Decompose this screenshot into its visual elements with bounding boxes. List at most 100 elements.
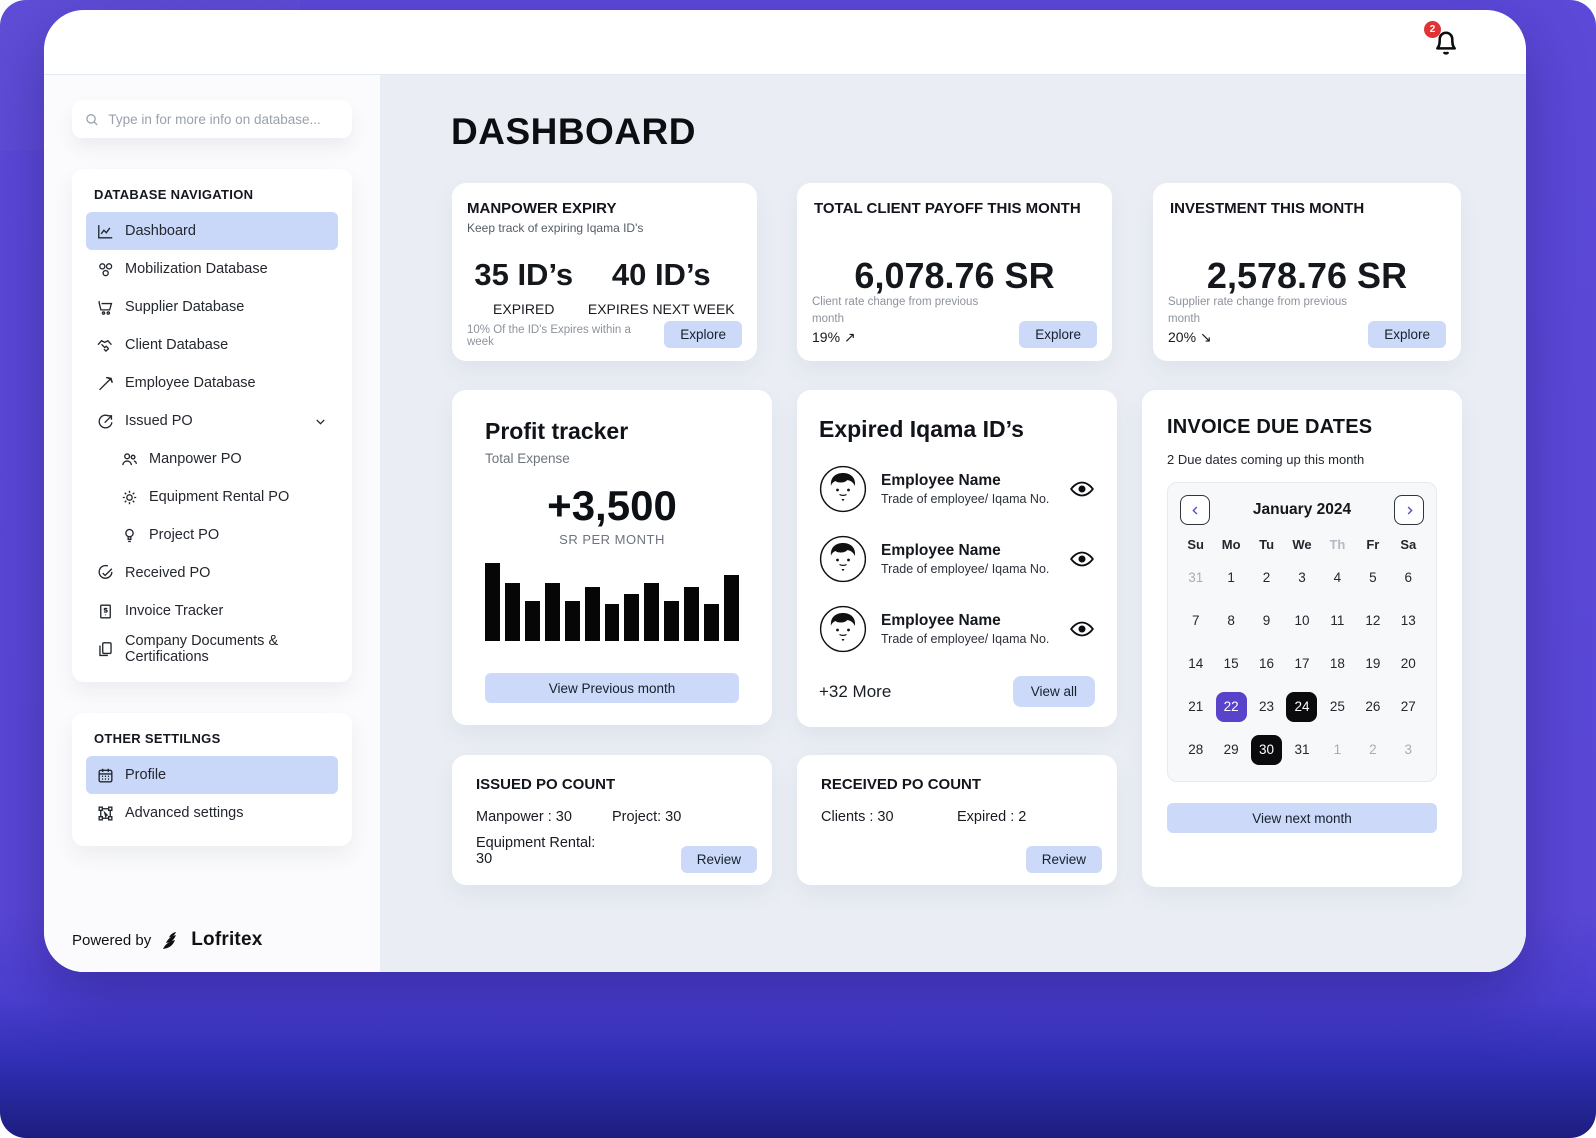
sidebar-item-mobilization-database[interactable]: Mobilization Database — [86, 250, 338, 288]
sidebar-item-equipment-rental-po[interactable]: Equipment Rental PO — [86, 478, 338, 516]
sidebar-item-company-documents[interactable]: Company Documents & Certifications — [86, 630, 338, 668]
employee-detail: Trade of employee/ Iqama No. — [881, 562, 1050, 576]
calendar-day[interactable]: 16 — [1259, 656, 1275, 671]
calendar-day[interactable]: 9 — [1262, 613, 1271, 628]
invoice-due-dates-card: INVOICE DUE DATES 2 Due dates coming up … — [1142, 390, 1462, 887]
sidebar-item-issued-po[interactable]: Issued PO — [86, 402, 338, 440]
calendar-next-button[interactable] — [1394, 495, 1424, 525]
calendar-day[interactable]: 6 — [1404, 570, 1413, 585]
calendar-day[interactable]: 13 — [1400, 613, 1416, 628]
manpower-expiry-card: MANPOWER EXPIRY Keep track of expiring I… — [452, 183, 757, 361]
calendar-weekday: Su — [1187, 537, 1205, 552]
calendar-day[interactable]: 19 — [1365, 656, 1381, 671]
calendar-day[interactable]: 25 — [1329, 699, 1345, 714]
calendar-day[interactable]: 28 — [1188, 742, 1204, 757]
view-next-month-button[interactable]: View next month — [1167, 803, 1437, 833]
explore-button[interactable]: Explore — [1019, 321, 1097, 348]
calendar-prev-button[interactable] — [1180, 495, 1210, 525]
calendar-day[interactable]: 11 — [1330, 613, 1345, 628]
avatar — [819, 465, 867, 513]
rate-note: Client rate change from previous month 1… — [812, 295, 979, 346]
calendar-day[interactable]: 27 — [1400, 699, 1416, 714]
payoff-amount: 6,078.76 SR — [854, 255, 1055, 296]
sidebar-item-project-po[interactable]: Project PO — [86, 516, 338, 554]
calendar-day[interactable]: 14 — [1188, 656, 1204, 671]
review-button[interactable]: Review — [680, 846, 757, 873]
sidebar-item-received-po[interactable]: Received PO — [86, 554, 338, 592]
view-all-button[interactable]: View all — [1012, 676, 1095, 707]
employee-name: Employee Name — [881, 612, 1001, 629]
calendar-day[interactable]: 12 — [1365, 613, 1381, 628]
chevron-down-icon[interactable] — [313, 414, 328, 429]
calendar-day[interactable]: 30 — [1249, 728, 1284, 771]
profit-bar — [704, 604, 720, 641]
sidebar-item-manpower-po[interactable]: Manpower PO — [86, 440, 338, 478]
sidebar-item-profile[interactable]: Profile — [86, 756, 338, 794]
calendar-weekday: Th — [1329, 537, 1346, 552]
employee-name: Employee Name — [881, 542, 1001, 559]
calendar-day[interactable]: 24 — [1284, 685, 1319, 728]
sidebar-item-client-database[interactable]: Client Database — [86, 326, 338, 364]
profit-bar — [544, 583, 560, 641]
calendar-day[interactable]: 8 — [1227, 613, 1235, 628]
database-search[interactable] — [72, 100, 352, 138]
main-content: DASHBOARD MANPOWER EXPIRY Keep track of … — [380, 75, 1526, 972]
view-previous-month-button[interactable]: View Previous month — [485, 673, 739, 703]
profit-tracker-card: Profit tracker Total Expense +3,500 SR P… — [452, 390, 772, 725]
explore-button[interactable]: Explore — [664, 321, 742, 348]
stat-label: EXPIRED — [493, 301, 555, 317]
sidebar-item-advanced-settings[interactable]: Advanced settings — [86, 794, 338, 832]
calendar-day[interactable]: 7 — [1191, 613, 1200, 628]
card-title: Profit tracker — [485, 418, 629, 444]
eye-view-button[interactable] — [1069, 476, 1095, 502]
calendar-day[interactable]: 2 — [1262, 570, 1271, 585]
calendar-day[interactable]: 23 — [1259, 699, 1275, 714]
profit-bar — [644, 583, 660, 641]
calendar-day[interactable]: 1 — [1227, 570, 1235, 585]
calendar-day[interactable]: 21 — [1188, 699, 1204, 714]
calendar-day[interactable]: 26 — [1365, 699, 1381, 714]
sidebar-item-supplier-database[interactable]: Supplier Database — [86, 288, 338, 326]
profit-bar-chart — [485, 563, 739, 641]
sidebar-item-employee-database[interactable]: Employee Database — [86, 364, 338, 402]
chart-line-icon — [96, 222, 115, 241]
calendar-weekday: Sa — [1400, 537, 1417, 552]
calendar-day[interactable]: 29 — [1223, 742, 1239, 757]
calendar-day[interactable]: 15 — [1223, 656, 1239, 671]
explore-button[interactable]: Explore — [1368, 321, 1446, 348]
calendar-month-label: January 2024 — [1252, 501, 1352, 518]
trend-up-arrow-icon: ↗ — [843, 329, 856, 346]
profit-bar — [604, 604, 620, 641]
employee-detail: Trade of employee/ Iqama No. — [881, 632, 1050, 646]
nav-section-title: DATABASE NAVIGATION — [94, 187, 254, 202]
documents-icon — [96, 640, 115, 659]
calendar-day[interactable]: 31 — [1294, 742, 1310, 757]
calendar-day[interactable]: 22 — [1213, 685, 1248, 728]
calendar-day[interactable]: 20 — [1400, 656, 1416, 671]
cart-icon — [96, 298, 115, 317]
sidebar-item-invoice-tracker[interactable]: Invoice Tracker — [86, 592, 338, 630]
review-button[interactable]: Review — [1025, 846, 1102, 873]
stat-value: 40 ID’s — [611, 257, 711, 292]
card-title: Expired Iqama ID’s — [819, 416, 1024, 442]
calendar-day[interactable]: 31 — [1188, 570, 1204, 585]
calendar-day[interactable]: 18 — [1329, 656, 1345, 671]
calendar-day[interactable]: 2 — [1369, 742, 1377, 757]
calendar-day[interactable]: 5 — [1369, 570, 1377, 585]
sidebar-item-dashboard[interactable]: Dashboard — [86, 212, 338, 250]
avatar — [819, 535, 867, 583]
calendar-day[interactable]: 3 — [1298, 570, 1306, 585]
eye-view-button[interactable] — [1069, 616, 1095, 642]
profit-unit: SR PER MONTH — [559, 532, 665, 547]
calendar-day[interactable]: 10 — [1294, 613, 1310, 628]
received-po-expired: Expired : 2 — [957, 809, 1027, 825]
calendar-day[interactable]: 17 — [1294, 656, 1310, 671]
eye-view-button[interactable] — [1069, 546, 1095, 572]
search-input[interactable] — [108, 111, 340, 127]
calendar-day[interactable]: 1 — [1333, 742, 1342, 757]
notification-bell-button[interactable]: 2 — [1424, 21, 1464, 59]
calendar-day[interactable]: 4 — [1333, 570, 1342, 585]
receipt-icon — [96, 602, 115, 621]
calendar-day[interactable]: 3 — [1404, 742, 1413, 757]
sidebar-item-label: Equipment Rental PO — [149, 489, 290, 505]
